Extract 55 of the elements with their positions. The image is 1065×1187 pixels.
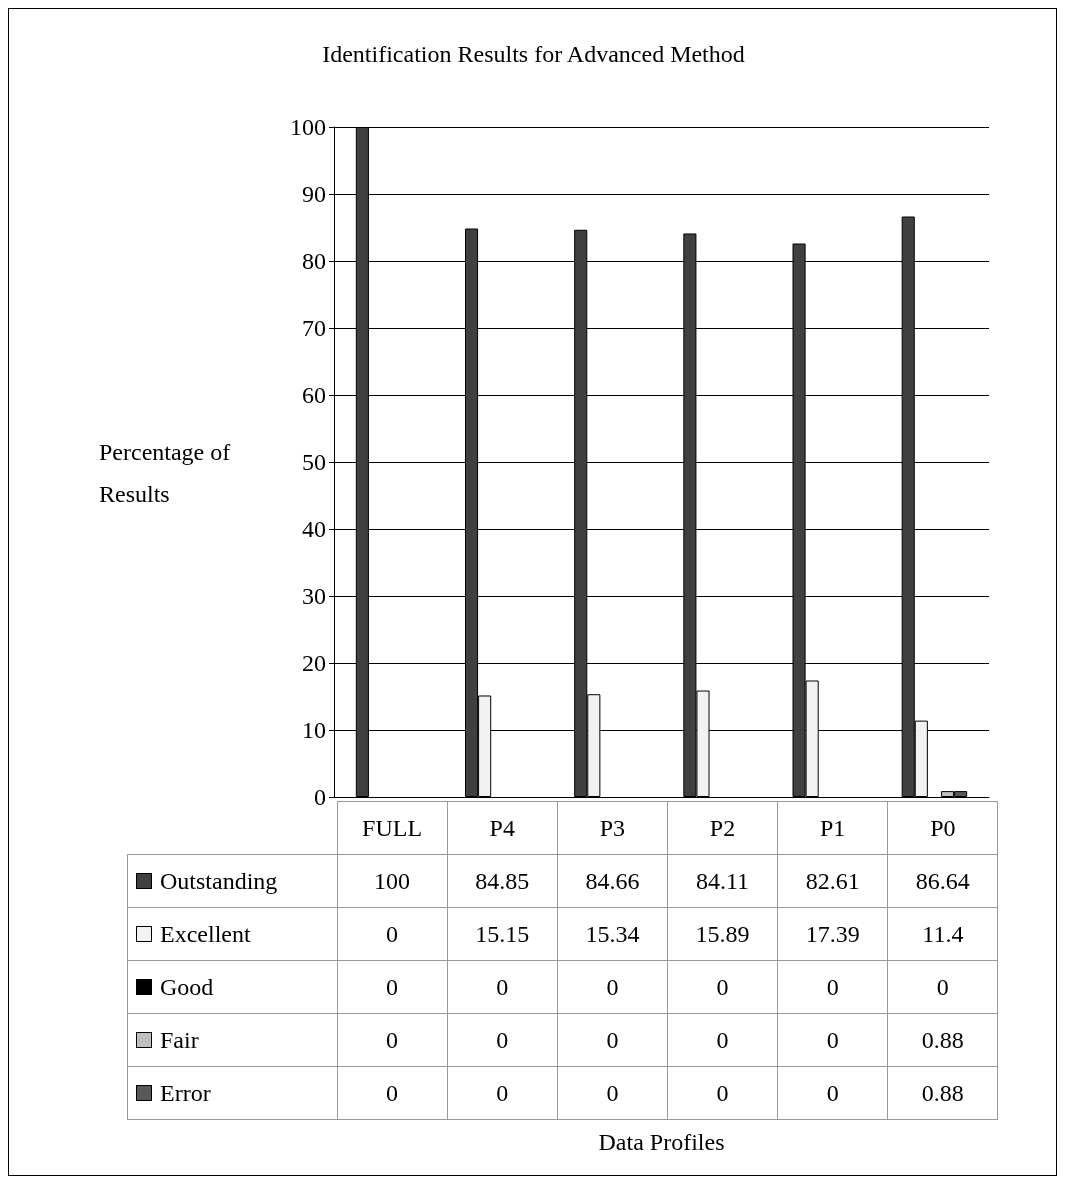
data-label: 0 [667,1013,778,1067]
data-label: 0 [887,960,998,1014]
data-label: 0 [447,1066,558,1120]
y-tick-label: 60 [302,382,326,408]
x-tick-label: P2 [667,801,778,855]
data-label: 0 [337,1066,448,1120]
y-axis-title: Percentage of Results [99,439,237,507]
data-label: 84.66 [557,854,668,908]
y-tick-label: 30 [302,583,326,609]
data-label: 0 [777,1066,888,1120]
y-tick-label: 40 [302,516,326,542]
data-label: 82.61 [777,854,888,908]
data-label: 0 [667,960,778,1014]
data-label: 15.15 [447,907,558,961]
data-label: 0 [557,1066,668,1120]
y-tick-label: 50 [302,449,326,475]
y-tick-label: 90 [302,181,326,207]
data-label: 84.85 [447,854,558,908]
data-label: 0 [337,1013,448,1067]
data-label: 0 [337,907,448,961]
x-tick-label: P0 [887,801,998,855]
data-label: 0 [557,1013,668,1067]
x-tick-label: P1 [777,801,888,855]
legend-label: Good [127,960,337,1014]
data-label: 100 [337,854,448,908]
data-label: 17.39 [777,907,888,961]
legend-label: Fair [127,1013,337,1067]
data-label: 0 [667,1066,778,1120]
chart-title: Identification Results for Advanced Method [322,41,745,67]
data-label: 0 [447,960,558,1014]
y-tick-label: 20 [302,650,326,676]
x-tick-label: P4 [447,801,558,855]
data-label: 0 [447,1013,558,1067]
legend-label: Excellent [127,907,337,961]
data-label: 0 [557,960,668,1014]
y-tick-label: 80 [302,248,326,274]
data-label: 0 [337,960,448,1014]
data-label: 15.34 [557,907,668,961]
y-tick-label: 70 [302,315,326,341]
x-tick-label: P3 [557,801,668,855]
data-label: 0.88 [887,1013,998,1067]
y-tick-label: 100 [290,114,326,140]
data-label: 86.64 [887,854,998,908]
legend-label: Error [127,1066,337,1120]
data-label: 0 [777,960,888,1014]
y-tick-label: 0 [314,784,326,810]
data-label: 11.4 [887,907,998,961]
data-label: 15.89 [667,907,778,961]
x-tick-label: FULL [337,801,448,855]
data-label: 0 [777,1013,888,1067]
y-tick-label: 10 [302,717,326,743]
legend-label: Outstanding [127,854,337,908]
text: Data Profiles [597,1129,726,1156]
data-label: 84.11 [667,854,778,908]
data-label: 0.88 [887,1066,998,1120]
